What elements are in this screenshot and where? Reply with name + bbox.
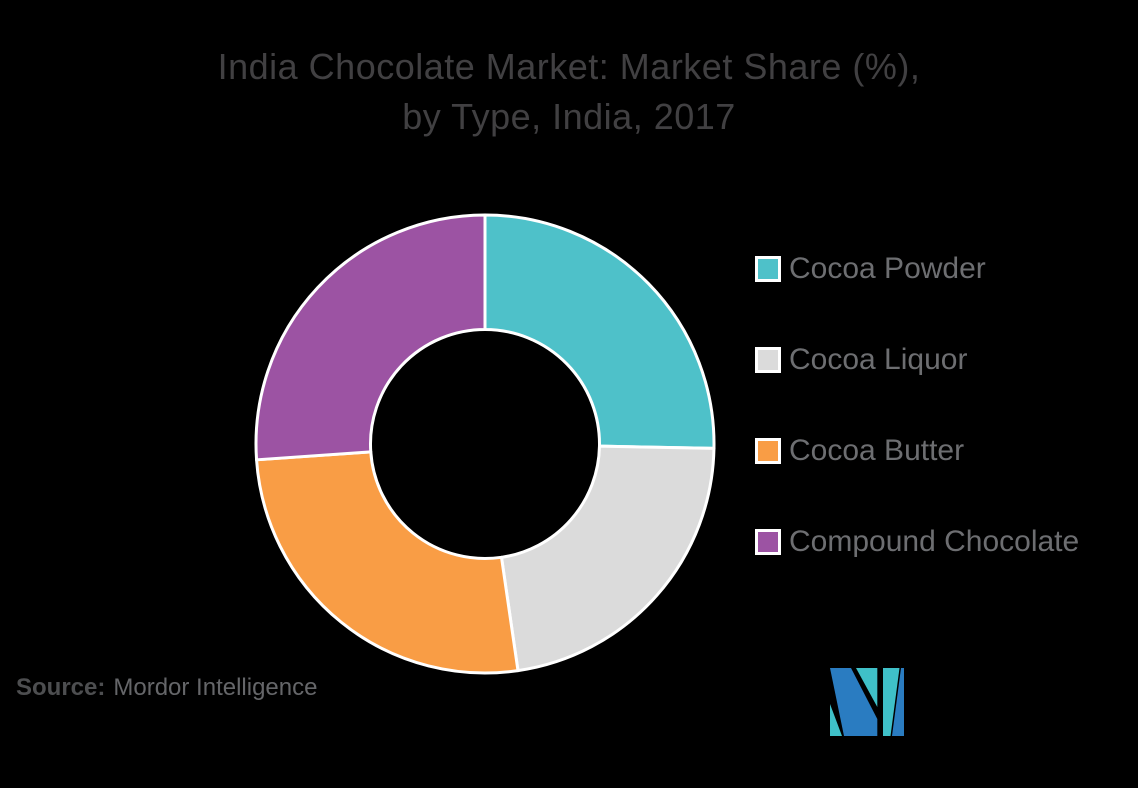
legend-label: Cocoa Butter bbox=[789, 434, 965, 467]
legend-label: Cocoa Liquor bbox=[789, 343, 968, 376]
source-line: Source: Mordor Intelligence bbox=[16, 674, 317, 702]
mordor-intelligence-logo bbox=[830, 668, 904, 736]
logo-blue-stroke bbox=[830, 668, 878, 736]
legend-label: Cocoa Powder bbox=[789, 252, 986, 285]
chart-legend: Cocoa Powder Cocoa Liquor Cocoa Butter Comp… bbox=[755, 252, 1080, 558]
donut-slice-cocoa-powder bbox=[483, 213, 716, 450]
source-label: Source: bbox=[16, 674, 106, 701]
legend-item-cocoa-powder: Cocoa Powder bbox=[755, 252, 1079, 285]
logo-teal-right-stroke bbox=[883, 668, 900, 736]
donut-slice-compound-chocolate bbox=[254, 213, 487, 462]
chart-title-line2: by Type, India, 2017 bbox=[402, 96, 736, 137]
logo-blue-bar bbox=[892, 668, 904, 736]
donut-slice-cocoa-liquor bbox=[499, 444, 716, 673]
legend-item-cocoa-butter: Cocoa Butter bbox=[755, 434, 1079, 467]
legend-item-compound-chocolate: Compound Chocolate bbox=[755, 525, 1080, 558]
legend-item-cocoa-liquor: Cocoa Liquor bbox=[755, 343, 1079, 376]
source-name: Mordor Intelligence bbox=[113, 674, 318, 701]
donut-slice-cocoa-butter bbox=[255, 450, 520, 675]
logo-teal-bottom-stroke bbox=[830, 704, 842, 736]
legend-swatch bbox=[755, 529, 781, 555]
donut-chart bbox=[254, 213, 716, 675]
chart-title-line1: India Chocolate Market: Market Share (%)… bbox=[217, 46, 921, 87]
chart-title: India Chocolate Market: Market Share (%)… bbox=[0, 42, 1138, 142]
logo-teal-top-stroke bbox=[856, 668, 878, 707]
legend-swatch bbox=[755, 256, 781, 282]
legend-swatch bbox=[755, 347, 781, 373]
legend-label: Compound Chocolate bbox=[789, 525, 1080, 558]
legend-swatch bbox=[755, 438, 781, 464]
